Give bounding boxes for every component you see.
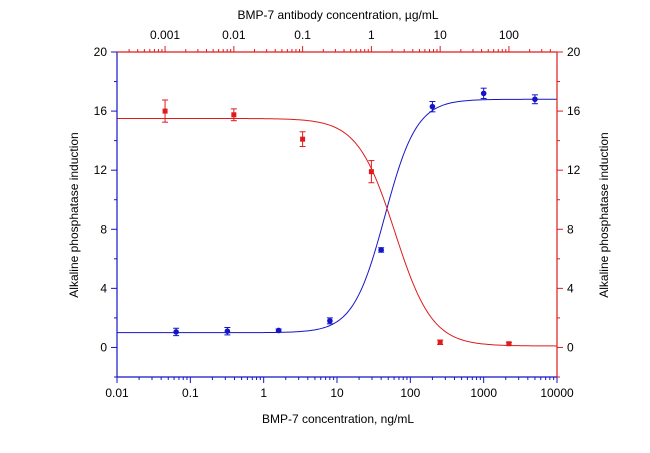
data-point-antibody xyxy=(162,108,168,114)
x-tick-label-bottom: 0.01 xyxy=(105,386,129,400)
y-tick-label-right: 20 xyxy=(567,45,581,59)
y-tick-label-right: 8 xyxy=(567,222,574,236)
x-tick-label-top: 0.1 xyxy=(294,28,311,42)
x-tick-label-top: 1 xyxy=(368,28,375,42)
y-tick-label-left: 8 xyxy=(100,222,107,236)
y-tick-label-left: 12 xyxy=(94,163,108,177)
data-point-antibody xyxy=(300,136,306,142)
data-point-antibody xyxy=(506,341,512,347)
y-tick-label-left: 4 xyxy=(100,281,107,295)
data-points xyxy=(162,90,538,347)
y-tick-label-right: 16 xyxy=(567,104,581,118)
y-tick-label-right: 12 xyxy=(567,163,581,177)
data-point-bmp7 xyxy=(480,90,487,97)
data-point-bmp7 xyxy=(275,327,282,334)
data-point-antibody xyxy=(368,169,374,175)
x-axis-title-top: BMP-7 antibody concentration, µg/mL xyxy=(237,8,438,22)
y-axis-title-left: Alkaline phosphatase induction xyxy=(67,132,81,297)
x-tick-label-top: 10 xyxy=(433,28,447,42)
x-tick-label-bottom: 100 xyxy=(400,386,420,400)
y-tick-label-left: 0 xyxy=(100,340,107,354)
x-tick-label-bottom: 10 xyxy=(330,386,344,400)
x-tick-label-top: 0.01 xyxy=(222,28,246,42)
y-tick-label-right: 4 xyxy=(567,281,574,295)
y-tick-label-left: 20 xyxy=(94,45,108,59)
y-axis-title-right: Alkaline phosphatase induction xyxy=(597,132,611,297)
data-point-bmp7 xyxy=(224,328,231,335)
y-tick-label-left: 16 xyxy=(94,104,108,118)
x-tick-label-bottom: 1 xyxy=(260,386,267,400)
x-tick-label-bottom: 1000 xyxy=(470,386,497,400)
fit-curve-antibody xyxy=(117,117,557,347)
data-point-bmp7 xyxy=(378,247,384,253)
fit-curves xyxy=(117,98,557,347)
data-point-bmp7 xyxy=(173,329,179,335)
data-point-bmp7 xyxy=(532,96,538,103)
x-tick-label-top: 0.001 xyxy=(150,28,180,42)
x-tick-label-bottom: 10000 xyxy=(540,386,574,400)
data-point-bmp7 xyxy=(429,103,436,110)
x-axis-title-bottom: BMP-7 concentration, ng/mL xyxy=(262,412,414,426)
data-point-antibody xyxy=(231,112,237,118)
x-tick-label-bottom: 0.1 xyxy=(182,386,199,400)
data-point-antibody xyxy=(437,339,443,345)
x-tick-label-top: 100 xyxy=(499,28,519,42)
fit-curve-bmp7 xyxy=(117,98,557,334)
data-point-bmp7 xyxy=(327,318,333,324)
y-tick-label-right: 0 xyxy=(567,340,574,354)
error-bars xyxy=(162,87,538,346)
axes xyxy=(116,51,558,378)
